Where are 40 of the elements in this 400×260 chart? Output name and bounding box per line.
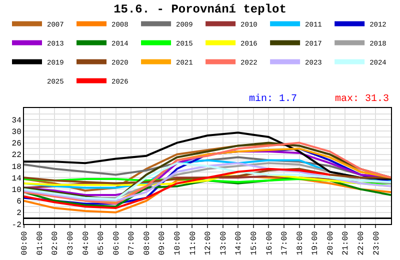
x-tick-label: 09:00	[158, 231, 168, 256]
x-tick-label: 22:00	[357, 231, 366, 256]
y-tick-label: 10	[12, 186, 22, 195]
x-tick-label: 21:00	[342, 231, 351, 256]
x-tick-label: 15:00	[250, 231, 259, 256]
chart-title: 15.6. - Porovnání teplot	[114, 2, 286, 16]
text: max: 31.3	[335, 94, 390, 105]
x-tick-label: 19:00	[311, 231, 320, 256]
y-tick-label: 2	[16, 209, 22, 218]
x-tick-label: 04:00	[82, 231, 91, 256]
x-tick-label: 07:00	[128, 231, 137, 256]
x-tick-label: 06:00	[112, 231, 122, 256]
x-tick-label: 12:00	[204, 231, 214, 256]
x-tick-label: 14:00	[234, 231, 244, 256]
x-tick-label: 13:00	[219, 231, 228, 256]
line-series	[24, 176, 391, 208]
y-tick-label: 30	[12, 128, 22, 137]
y-tick-label: 14	[12, 174, 22, 184]
x-tick-label: 01:00	[36, 231, 45, 256]
x-tick-label: 18:00	[296, 231, 305, 256]
x-tick-label: 02:00	[51, 231, 60, 256]
x-tick-label: 11:00	[188, 231, 198, 256]
line-series	[24, 168, 331, 210]
y-tick-label: 26	[12, 140, 22, 149]
x-tick-label: 08:00	[142, 231, 152, 256]
x-tick-label: 23:00	[372, 231, 382, 256]
x-tick-label: 05:00	[97, 231, 106, 256]
line-series	[24, 168, 391, 184]
y-tick-label: 22	[12, 151, 22, 160]
x-tick-label: 17:00	[280, 231, 290, 256]
x-tick-label: 03:00	[66, 231, 76, 256]
text: min: 1.7	[249, 93, 298, 105]
x-tick-label: 20:00	[326, 231, 336, 256]
y-tick-label: -2	[12, 220, 22, 230]
x-tick-label: 00:00	[20, 231, 30, 256]
y-tick-label: 6	[16, 198, 22, 207]
x-tick-label: 16:00	[265, 231, 274, 256]
x-tick-label: 10:00	[174, 231, 183, 256]
y-tick-label: 18	[12, 162, 22, 172]
y-tick-label: 34	[12, 116, 22, 126]
